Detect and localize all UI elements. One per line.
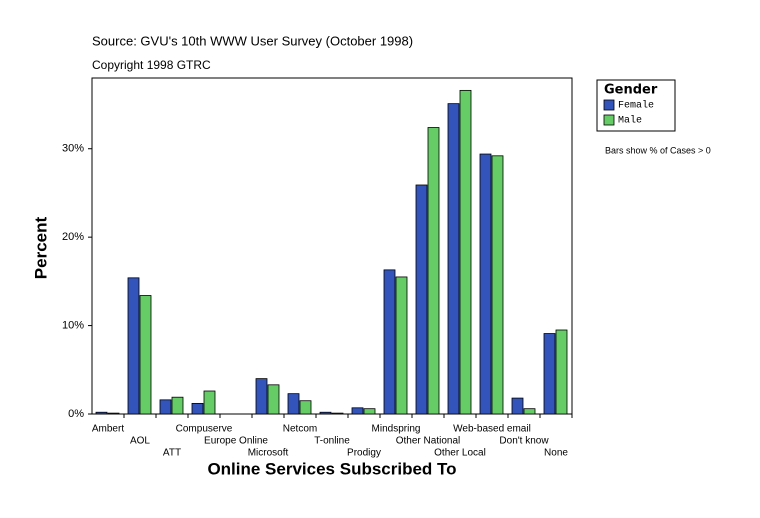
bar <box>299 400 312 415</box>
x-tick-label: Don't know <box>499 436 549 447</box>
bar <box>351 407 364 415</box>
bar <box>287 393 300 415</box>
bar <box>395 276 408 415</box>
x-tick-label: T-online <box>314 436 350 447</box>
bar <box>491 155 504 415</box>
x-axis-label: Online Services Subscribed To <box>207 459 456 478</box>
bar <box>363 408 376 415</box>
y-tick-label: 0% <box>68 408 84 420</box>
x-tick-label: Europe Online <box>204 436 268 447</box>
x-tick-label: Mindspring <box>372 424 421 435</box>
x-tick-label: Other National <box>396 436 460 447</box>
legend-swatch <box>603 114 615 126</box>
bar <box>203 390 216 415</box>
legend-label: Female <box>618 100 654 112</box>
x-tick-label: ATT <box>163 448 181 459</box>
x-tick-label: Microsoft <box>248 448 289 459</box>
bar <box>459 89 472 415</box>
note: Bars show % of Cases > 0 <box>605 145 711 155</box>
bar <box>427 127 440 415</box>
bar <box>511 397 524 415</box>
subtitle: Source: GVU's 10th WWW User Survey (Octo… <box>92 33 413 48</box>
bar <box>139 295 152 415</box>
bar <box>267 384 280 415</box>
bar <box>383 269 396 415</box>
bar <box>555 329 568 415</box>
legend-label: Male <box>618 115 642 127</box>
bar <box>543 333 556 415</box>
x-tick-label: Ambert <box>92 424 124 435</box>
bar <box>95 411 108 415</box>
bar <box>255 378 268 415</box>
y-tick-label: 10% <box>62 319 84 331</box>
y-tick-label: 20% <box>62 231 84 243</box>
x-tick-label: Compuserve <box>176 424 233 435</box>
legend-title: Gender <box>604 83 658 98</box>
copyright: Copyright 1998 GTRC <box>92 58 211 72</box>
bar <box>415 184 428 415</box>
x-tick-label: Prodigy <box>347 448 381 459</box>
x-tick-label: Netcom <box>283 424 317 435</box>
bar <box>331 412 344 415</box>
bar <box>159 399 172 415</box>
bar <box>319 411 332 415</box>
bar <box>171 396 184 415</box>
bar <box>127 277 140 415</box>
x-tick-label: AOL <box>130 436 150 447</box>
y-tick-label: 30% <box>62 143 84 155</box>
bar <box>523 408 536 415</box>
bar <box>479 153 492 415</box>
y-axis-label: Percent <box>31 216 50 279</box>
bar <box>107 412 120 415</box>
bar <box>447 103 460 415</box>
x-tick-label: Web-based email <box>453 424 531 435</box>
x-tick-label: None <box>544 448 568 459</box>
x-tick-label: Other Local <box>434 448 486 459</box>
legend-swatch <box>603 99 615 111</box>
bar <box>191 402 204 415</box>
